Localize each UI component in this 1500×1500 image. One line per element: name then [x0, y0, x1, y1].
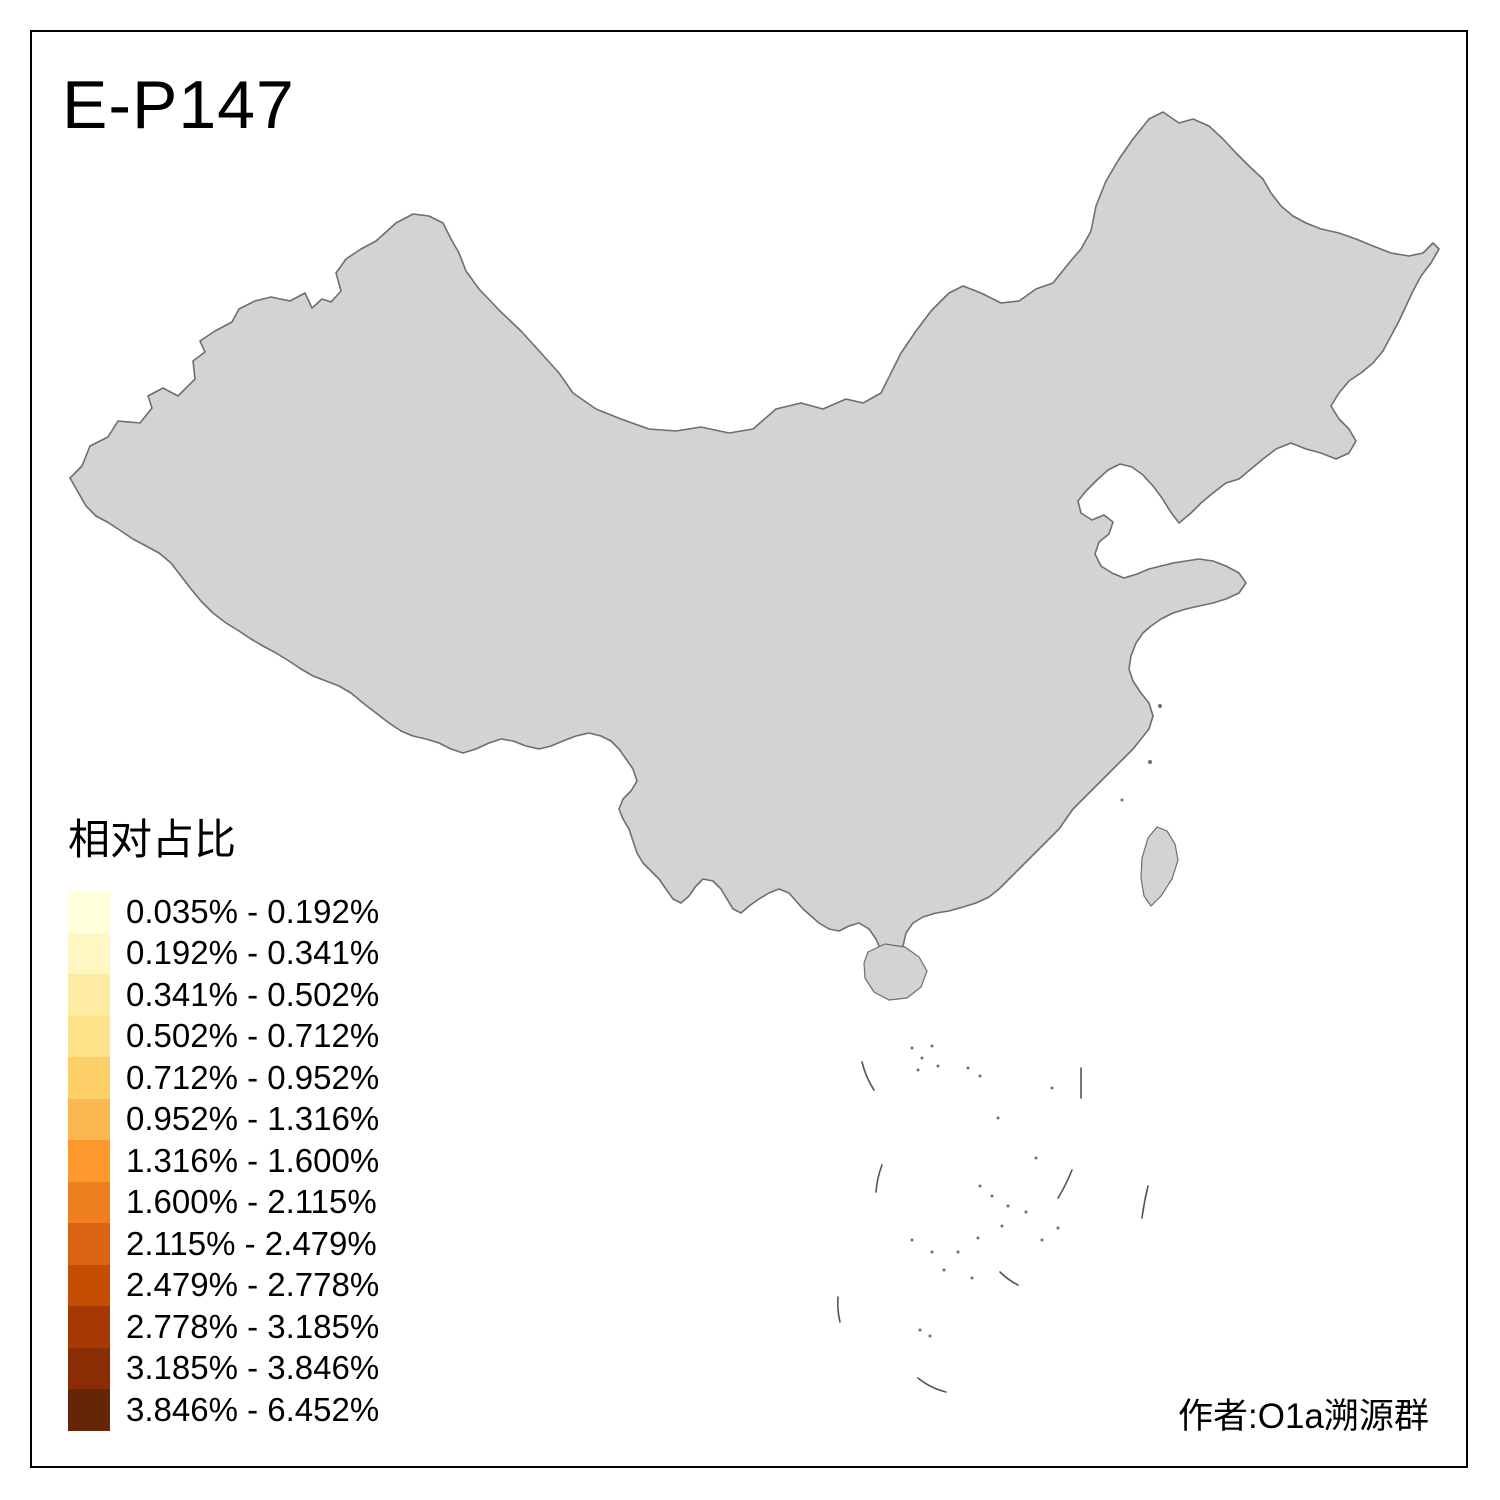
legend-item: 1.316% - 1.600%	[68, 1140, 379, 1182]
legend-swatch	[68, 1264, 110, 1306]
legend-label: 0.035% - 0.192%	[126, 892, 380, 930]
legend-item: 0.952% - 1.316%	[68, 1098, 380, 1140]
legend-swatch	[68, 1223, 110, 1265]
legend-item: 0.712% - 0.952%	[68, 1057, 379, 1099]
hainan-island	[863, 943, 928, 1001]
legend-swatch	[68, 1181, 110, 1223]
legend-swatch	[68, 1140, 110, 1182]
legend-label: 2.115% - 2.479%	[126, 1224, 377, 1262]
legend-swatch	[68, 1057, 110, 1099]
legend-label: 0.952% - 1.316%	[126, 1100, 380, 1138]
legend-item: 2.778% - 3.185%	[68, 1306, 379, 1348]
legend-label: 0.502% - 0.712%	[126, 1017, 380, 1055]
page-title: E-P147	[62, 67, 295, 143]
legend-item: 1.600% - 2.115%	[68, 1181, 379, 1223]
legend-item: 3.846% - 6.452%	[68, 1389, 379, 1431]
legend-label: 2.778% - 3.185%	[126, 1307, 380, 1345]
legend-swatch	[68, 1015, 110, 1057]
legend: 相对占比 0.035% - 0.192% 0.192% - 0.341% 0.341…	[68, 806, 379, 1431]
attribution: 作者:O1a溯源群	[1178, 1397, 1429, 1436]
legend-swatch	[68, 974, 110, 1016]
legend-item: 0.192% - 0.341%	[68, 932, 380, 974]
legend-label: 0.341% - 0.502%	[126, 975, 380, 1013]
sea-boundary-dashes	[836, 1061, 1149, 1393]
legend-label: 3.185% - 3.846%	[126, 1349, 380, 1387]
legend-item: 3.185% - 3.846%	[68, 1347, 380, 1389]
legend-item: 0.035% - 0.192%	[68, 891, 379, 933]
legend-label: 1.316% - 1.600%	[126, 1141, 380, 1179]
sea-islets	[910, 704, 1162, 1338]
legend-item: 2.115% - 2.479%	[68, 1223, 379, 1265]
legend-item: 0.502% - 0.712%	[68, 1015, 380, 1057]
legend-swatch	[68, 1347, 110, 1389]
legend-swatch	[68, 932, 110, 974]
legend-label: 2.479% - 2.778%	[126, 1266, 380, 1304]
legend-swatch	[68, 1098, 110, 1140]
legend-title: 相对占比	[68, 816, 237, 863]
legend-swatch	[68, 1306, 110, 1348]
legend-swatch	[68, 1389, 110, 1431]
legend-label: 0.712% - 0.952%	[126, 1058, 380, 1096]
legend-swatch	[68, 891, 110, 933]
legend-items: 0.035% - 0.192% 0.192% - 0.341% 0.341% - 0…	[68, 891, 379, 1431]
taiwan-island	[1140, 826, 1179, 907]
legend-label: 1.600% - 2.115%	[126, 1183, 377, 1221]
legend-label: 0.192% - 0.341%	[126, 934, 380, 972]
legend-item: 0.341% - 0.502%	[68, 974, 379, 1016]
legend-item: 2.479% - 2.778%	[68, 1264, 380, 1306]
legend-label: 3.846% - 6.452%	[126, 1390, 380, 1428]
